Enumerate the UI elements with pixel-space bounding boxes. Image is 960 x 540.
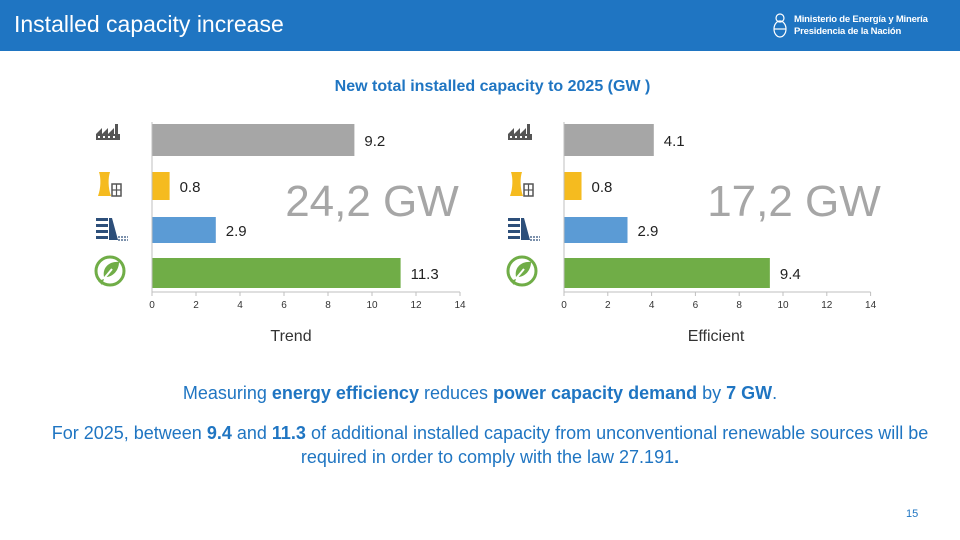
tick-label: 8 <box>325 300 331 311</box>
tick-label: 14 <box>454 300 466 311</box>
chart-name-trend: Trend <box>270 328 312 345</box>
bar-1-0 <box>564 124 654 156</box>
bar-0-3 <box>152 258 401 288</box>
tick-label: 4 <box>237 300 243 311</box>
text-bold: energy efficiency <box>271 383 419 403</box>
bar-value-label: 9.2 <box>364 133 385 150</box>
nuclear-plant-icon <box>97 171 122 197</box>
hydro-dam-icon <box>507 217 541 241</box>
text-bold: . <box>674 447 680 467</box>
logo-line2: Presidencia de la Nación <box>794 26 902 37</box>
bar-value-label: 9.4 <box>780 266 801 283</box>
bar-value-label: 4.1 <box>664 133 685 150</box>
page-title: Installed capacity increase <box>14 11 284 37</box>
bar-value-label: 11.3 <box>411 266 439 283</box>
total-label: 24,2 GW <box>285 177 459 226</box>
chart-name-efficient: Efficient <box>687 328 745 345</box>
text-segment: . <box>772 383 778 403</box>
summary-line-2: For 2025, between 9.4 and 11.3 of additi… <box>40 421 940 469</box>
tick-label: 2 <box>193 300 199 311</box>
bar-1-2 <box>564 217 628 243</box>
tick-label: 8 <box>736 300 742 311</box>
text-segment: by <box>697 383 727 403</box>
bar-0-2 <box>152 217 216 243</box>
bar-value-label: 2.9 <box>226 223 247 240</box>
bar-value-label: 0.8 <box>180 179 201 196</box>
charts-canvas: 9.2 0.8 2.9 11.3 0 2 4 6 8 10 12 14 24,2 GW 4.1 0.8 2.9… <box>94 122 881 311</box>
bar-0-0 <box>152 124 355 156</box>
chart-subtitle: New total installed capacity to 2025 (GW… <box>334 78 651 95</box>
total-label: 17,2 GW <box>707 177 881 226</box>
nuclear-plant-icon <box>509 171 534 197</box>
text-bold: 9.4 <box>206 423 232 443</box>
coat-of-arms-icon <box>773 13 787 38</box>
hydro-dam-icon <box>95 217 129 241</box>
tick-label: 10 <box>366 300 378 311</box>
tick-label: 2 <box>605 300 611 311</box>
tick-label: 12 <box>410 300 422 311</box>
header-bar: Installed capacity increase Ministerio d… <box>0 0 960 51</box>
tick-label: 14 <box>865 300 877 311</box>
bar-0-1 <box>152 172 170 200</box>
text-bold: power capacity demand <box>493 383 698 403</box>
ministry-logo: Ministerio de Energía y Minería Presiden… <box>772 12 928 40</box>
text-segment: and <box>231 423 272 443</box>
text-bold: 7 GW <box>726 383 773 403</box>
renewable-leaf-icon <box>506 255 538 287</box>
text-segment: of additional installed capacity from un… <box>300 423 929 467</box>
page-number: 15 <box>906 508 919 520</box>
tick-label: 0 <box>561 300 567 311</box>
summary-line-1: Measuring energy efficiency reduces powe… <box>0 383 960 404</box>
renewable-leaf-icon <box>94 255 126 287</box>
text-segment: For 2025, between <box>51 423 207 443</box>
tick-label: 12 <box>821 300 833 311</box>
bar-1-3 <box>564 258 770 288</box>
tick-label: 6 <box>281 300 287 311</box>
text-bold: 11.3 <box>271 423 306 443</box>
logo-line1: Ministerio de Energía y Minería <box>794 14 928 25</box>
tick-label: 4 <box>649 300 655 311</box>
bar-1-1 <box>564 172 582 200</box>
factory-icon <box>508 124 532 140</box>
factory-icon <box>96 124 120 140</box>
tick-label: 6 <box>693 300 699 311</box>
text-segment: Measuring <box>182 383 272 403</box>
tick-label: 0 <box>149 300 155 311</box>
bar-value-label: 0.8 <box>592 179 613 196</box>
bar-value-label: 2.9 <box>638 223 659 240</box>
tick-label: 10 <box>777 300 789 311</box>
text-segment: reduces <box>418 383 494 403</box>
